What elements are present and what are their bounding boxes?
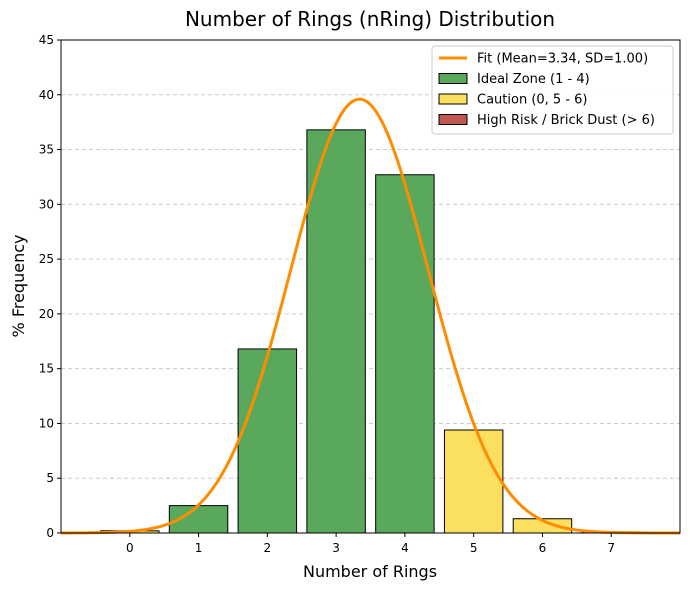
y-tick-label: 5 [46, 471, 54, 485]
chart-title: Number of Rings (nRing) Distribution [185, 7, 555, 31]
legend-swatch [438, 114, 468, 125]
y-axis-ticks: 0 5 10 15 20 25 30 35 40 45 [39, 33, 61, 540]
y-tick-label: 10 [39, 416, 54, 430]
legend-box [431, 45, 674, 135]
x-tick-label: 3 [332, 541, 340, 555]
legend-label: High Risk / Brick Dust (> 6) [477, 113, 655, 128]
y-tick-label: 20 [39, 307, 54, 321]
bar-4 [375, 174, 435, 534]
y-tick-label: 15 [39, 362, 54, 376]
x-tick-label: 4 [401, 541, 409, 555]
x-tick-label: 7 [607, 541, 615, 555]
y-tick-label: 40 [39, 88, 54, 102]
y-tick-label: 0 [46, 526, 54, 540]
x-axis-ticks: 0 1 2 3 4 5 6 7 [126, 533, 615, 555]
bars [100, 129, 641, 534]
x-tick-label: 0 [126, 541, 134, 555]
y-tick-label: 45 [39, 33, 54, 47]
bar-5 [443, 429, 504, 534]
legend-swatch [438, 93, 468, 105]
x-tick-label: 6 [539, 541, 547, 555]
plot-frame [60, 39, 681, 534]
x-tick-label: 5 [470, 541, 478, 555]
grid-lines [61, 94, 680, 479]
y-axis-label: % Frequency [9, 235, 28, 338]
bar-3 [306, 129, 366, 534]
legend-label: Fit (Mean=3.34, SD=1.00) [477, 52, 648, 67]
legend: Fit (Mean=3.34, SD=1.00) Ideal Zone (1 - … [431, 45, 674, 135]
fit-curve [61, 97, 680, 535]
y-tick-label: 30 [39, 197, 54, 211]
y-tick-label: 35 [39, 143, 54, 157]
x-tick-label: 1 [195, 541, 203, 555]
y-tick-label: 25 [39, 252, 54, 266]
legend-swatch [438, 73, 468, 84]
legend-label: Caution (0, 5 - 6) [477, 93, 588, 108]
bar-2 [237, 348, 298, 534]
x-axis-label: Number of Rings [303, 562, 437, 581]
x-tick-label: 2 [264, 541, 272, 555]
legend-label: Ideal Zone (1 - 4) [477, 72, 590, 87]
